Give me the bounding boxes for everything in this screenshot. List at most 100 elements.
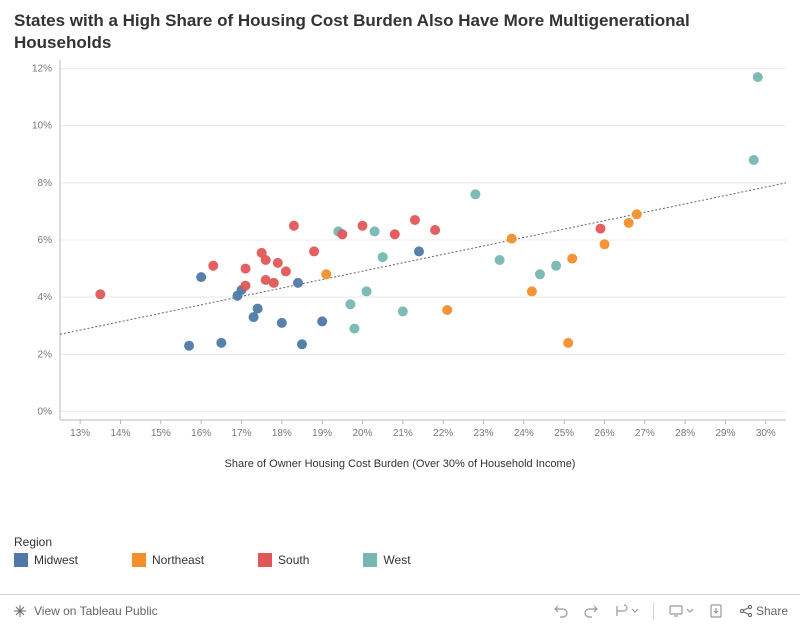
- trendline: [60, 183, 786, 334]
- view-on-tableau-public[interactable]: View on Tableau Public: [12, 603, 158, 619]
- toolbar-right: Share: [553, 602, 788, 620]
- data-point[interactable]: [249, 312, 259, 322]
- legend: Region Midwest Northeast South West: [14, 535, 411, 567]
- data-point[interactable]: [281, 266, 291, 276]
- data-point[interactable]: [535, 269, 545, 279]
- legend-label: West: [383, 553, 410, 567]
- replay-icon: [613, 603, 629, 619]
- download-icon[interactable]: [708, 603, 724, 619]
- data-point[interactable]: [349, 324, 359, 334]
- legend-item[interactable]: Northeast: [132, 553, 204, 567]
- x-tick-label: 23%: [473, 428, 493, 439]
- legend-label: South: [278, 553, 309, 567]
- data-point[interactable]: [208, 261, 218, 271]
- share-icon: [738, 603, 754, 619]
- share-label: Share: [756, 604, 788, 618]
- data-point[interactable]: [362, 286, 372, 296]
- data-point[interactable]: [414, 246, 424, 256]
- data-point[interactable]: [390, 229, 400, 239]
- x-tick-label: 22%: [433, 428, 453, 439]
- data-point[interactable]: [527, 286, 537, 296]
- device-group[interactable]: [668, 603, 694, 619]
- data-point[interactable]: [317, 316, 327, 326]
- chevron-down-icon: [686, 603, 694, 619]
- x-tick-label: 18%: [272, 428, 292, 439]
- toolbar-divider: [653, 602, 654, 620]
- data-point[interactable]: [253, 304, 263, 314]
- data-point[interactable]: [470, 189, 480, 199]
- chart-title: States with a High Share of Housing Cost…: [0, 0, 800, 58]
- legend-item[interactable]: South: [258, 553, 309, 567]
- x-tick-label: 17%: [231, 428, 251, 439]
- data-point[interactable]: [95, 289, 105, 299]
- x-tick-label: 29%: [715, 428, 735, 439]
- undo-icon[interactable]: [553, 603, 569, 619]
- data-point[interactable]: [398, 306, 408, 316]
- y-tick-label: 2%: [38, 349, 53, 360]
- data-point[interactable]: [289, 221, 299, 231]
- x-tick-label: 28%: [675, 428, 695, 439]
- data-point[interactable]: [430, 225, 440, 235]
- redo-icon[interactable]: [583, 603, 599, 619]
- x-tick-label: 20%: [352, 428, 372, 439]
- x-axis-title: Share of Owner Housing Cost Burden (Over…: [14, 458, 786, 470]
- legend-swatch: [132, 553, 146, 567]
- legend-label: Midwest: [34, 553, 78, 567]
- data-point[interactable]: [345, 299, 355, 309]
- data-point[interactable]: [358, 221, 368, 231]
- data-point[interactable]: [273, 258, 283, 268]
- data-point[interactable]: [261, 255, 271, 265]
- data-point[interactable]: [595, 224, 605, 234]
- x-tick-label: 16%: [191, 428, 211, 439]
- legend-item[interactable]: West: [363, 553, 410, 567]
- x-tick-label: 15%: [151, 428, 171, 439]
- data-point[interactable]: [241, 281, 251, 291]
- legend-item[interactable]: Midwest: [14, 553, 78, 567]
- data-point[interactable]: [632, 209, 642, 219]
- data-point[interactable]: [600, 239, 610, 249]
- data-point[interactable]: [378, 252, 388, 262]
- y-tick-label: 0%: [38, 406, 53, 417]
- x-tick-label: 30%: [756, 428, 776, 439]
- data-point[interactable]: [269, 278, 279, 288]
- device-icon: [668, 603, 684, 619]
- chevron-down-icon: [631, 603, 639, 619]
- data-point[interactable]: [293, 278, 303, 288]
- x-tick-label: 19%: [312, 428, 332, 439]
- data-point[interactable]: [216, 338, 226, 348]
- y-tick-label: 6%: [38, 235, 53, 246]
- replay-group[interactable]: [613, 603, 639, 619]
- x-tick-label: 25%: [554, 428, 574, 439]
- x-tick-label: 14%: [110, 428, 130, 439]
- data-point[interactable]: [749, 155, 759, 165]
- data-point[interactable]: [309, 246, 319, 256]
- data-point[interactable]: [624, 218, 634, 228]
- data-point[interactable]: [753, 72, 763, 82]
- x-tick-label: 27%: [635, 428, 655, 439]
- data-point[interactable]: [321, 269, 331, 279]
- data-point[interactable]: [442, 305, 452, 315]
- legend-swatch: [14, 553, 28, 567]
- x-tick-label: 26%: [594, 428, 614, 439]
- data-point[interactable]: [370, 226, 380, 236]
- data-point[interactable]: [297, 339, 307, 349]
- legend-swatch: [363, 553, 377, 567]
- legend-label: Northeast: [152, 553, 204, 567]
- x-tick-label: 13%: [70, 428, 90, 439]
- share-button[interactable]: Share: [738, 603, 788, 619]
- data-point[interactable]: [410, 215, 420, 225]
- data-point[interactable]: [567, 254, 577, 264]
- y-tick-label: 10%: [32, 121, 52, 132]
- data-point[interactable]: [277, 318, 287, 328]
- data-point[interactable]: [184, 341, 194, 351]
- data-point[interactable]: [495, 255, 505, 265]
- legend-title: Region: [14, 535, 411, 549]
- chart-area: 0%2%4%6%8%10%12%13%14%15%16%17%18%19%20%…: [14, 60, 786, 490]
- data-point[interactable]: [551, 261, 561, 271]
- data-point[interactable]: [196, 272, 206, 282]
- y-tick-label: 12%: [32, 64, 52, 75]
- data-point[interactable]: [507, 234, 517, 244]
- data-point[interactable]: [563, 338, 573, 348]
- data-point[interactable]: [337, 229, 347, 239]
- data-point[interactable]: [241, 264, 251, 274]
